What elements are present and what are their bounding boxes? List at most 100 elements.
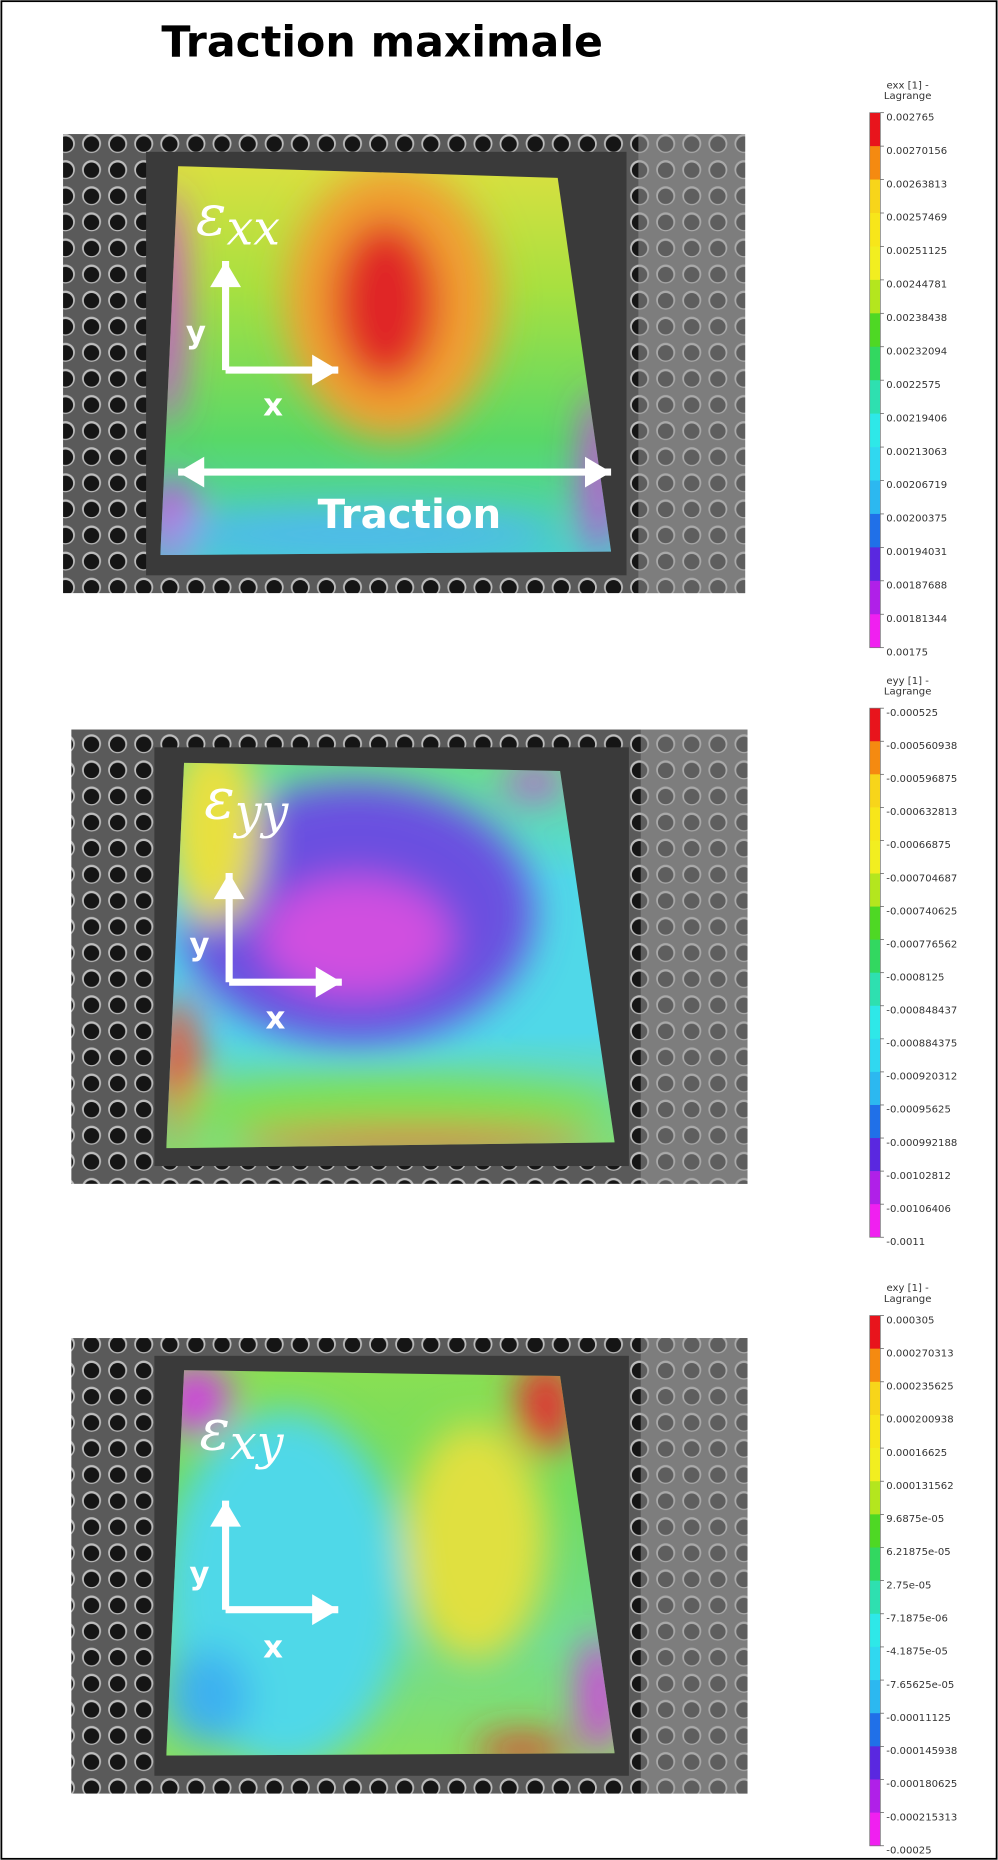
colorbar-tick-label: -0.000596875 — [886, 774, 957, 785]
field-blob — [504, 768, 564, 798]
axis-x-label: x — [265, 1001, 285, 1037]
colorbar-segment — [869, 179, 881, 214]
colorbar-segment — [869, 1779, 881, 1813]
colorbar-segment — [869, 1680, 881, 1714]
colorbar-tick-label: 0.00213063 — [886, 447, 947, 458]
field-blob — [261, 877, 451, 997]
colorbar-segment — [869, 807, 881, 841]
colorbar-segment — [869, 1138, 881, 1172]
colorbar-segment — [869, 380, 881, 414]
colorbar-tick-label: 0.00251125 — [886, 246, 947, 257]
colorbar-segment — [869, 1104, 881, 1139]
colorbar-segment — [869, 1613, 881, 1648]
axis-y-label: y — [186, 315, 206, 351]
colorbar-tick-label: -0.0011 — [886, 1237, 925, 1248]
strain-panel: εxx y x Traction exx [1] -Lagrange 0.002765 0.… — [63, 80, 947, 658]
colorbar-tick-label: 0.000200938 — [886, 1415, 953, 1426]
colorbar-tick-label: 6.21875e-05 — [886, 1547, 950, 1558]
colorbar-segment — [869, 1646, 881, 1681]
colorbar-tick-label: -0.000215313 — [886, 1812, 957, 1823]
colorbar-tick-label: -4.1875e-05 — [886, 1647, 948, 1658]
colorbar-tick-label: -0.000560938 — [886, 741, 957, 752]
colorbar-segment — [869, 1713, 881, 1747]
colorbar-tick-label: 2.75e-05 — [886, 1580, 931, 1591]
colorbar-tick-label: -0.00095625 — [886, 1105, 951, 1116]
arrow-head — [315, 966, 342, 998]
colorbar-segment — [869, 840, 881, 874]
colorbar-segment — [869, 480, 881, 515]
colorbar-segment — [869, 1348, 881, 1383]
symbol-subscript: xx — [226, 201, 280, 256]
colorbar-tick-label: 0.00194031 — [886, 547, 947, 558]
colorbar-tick-label: 9.6875e-05 — [886, 1514, 944, 1525]
colorbar-tick-label: -0.000992188 — [886, 1138, 957, 1149]
colorbar-tick-label: -0.000920312 — [886, 1072, 957, 1083]
colorbar-tick-label: 0.002765 — [886, 112, 934, 123]
field-blob — [160, 510, 558, 556]
colorbar-tick-label: -0.000776562 — [886, 939, 957, 950]
colorbar-tick-label: -0.000525 — [886, 708, 938, 719]
axis-x-label: x — [263, 387, 283, 423]
colorbar-segment — [869, 547, 881, 582]
colorbar-segment — [869, 741, 881, 775]
colorbar-tick-label: -7.65625e-05 — [886, 1680, 954, 1691]
strain-panel: εxy y x exy [1] -Lagrange 0.000305 0.00027031… — [71, 1283, 957, 1857]
colorbar-tick-label: -0.000848437 — [886, 1006, 957, 1017]
colorbar-segment — [869, 346, 881, 381]
colorbar-segment — [869, 972, 881, 1007]
colorbar-segment — [869, 1448, 881, 1482]
colorbar-tick-label: 0.00200375 — [886, 514, 947, 525]
colorbar-segment — [869, 413, 881, 448]
colorbar-segment — [869, 279, 881, 314]
symbol-subscript: xy — [230, 1416, 285, 1471]
arrow-head — [210, 1500, 241, 1527]
colorbar-tick-label: -0.000740625 — [886, 906, 957, 917]
colorbar-segment — [869, 774, 881, 808]
colorbar-tick-label: 0.00270156 — [886, 146, 947, 157]
colorbar-segment — [869, 1005, 881, 1040]
strain-symbol: εxx — [196, 183, 280, 256]
strain-symbol: εyy — [204, 766, 289, 839]
arrow-head — [585, 456, 612, 488]
colorbar-segment — [869, 1381, 881, 1416]
colorbar-tick-label: -0.00025 — [886, 1846, 931, 1857]
colorbar-segment — [869, 1547, 881, 1581]
arrow-head — [213, 873, 245, 900]
axis-y-label: y — [189, 927, 209, 963]
symbol-letter: ε — [204, 766, 235, 832]
field-blob — [166, 762, 262, 926]
colorbar-tick-label: 0.00181344 — [886, 614, 947, 625]
colorbar-segment — [869, 1171, 881, 1205]
field-blob — [474, 1735, 570, 1756]
load-annotation: Traction — [318, 491, 502, 538]
axis-x-label: x — [263, 1629, 283, 1665]
colorbar-tick-label: 0.00257469 — [886, 213, 947, 224]
colorbar-segment — [869, 708, 881, 742]
colorbar-tick-label: 0.00016625 — [886, 1448, 947, 1459]
grip-plate — [640, 729, 748, 1184]
field-blob — [166, 1648, 250, 1744]
colorbar-title: exy [1] - — [887, 1283, 930, 1294]
colorbar-segment — [869, 513, 881, 548]
field-blob — [332, 219, 440, 386]
colorbar-title: Lagrange — [884, 1294, 932, 1305]
colorbar-segment — [869, 447, 881, 481]
colorbar-segment — [869, 313, 881, 348]
colorbar-tick-label: -0.000632813 — [886, 807, 957, 818]
colorbar-tick-label: 0.00175 — [886, 647, 928, 658]
colorbar-segment — [869, 1812, 881, 1847]
symbol-subscript: yy — [233, 785, 290, 840]
symbol-letter: ε — [199, 1398, 230, 1464]
colorbar-tick-label: 0.00206719 — [886, 480, 947, 491]
colorbar-tick-label: 0.000270313 — [886, 1348, 953, 1359]
colorbar-title: Lagrange — [884, 687, 932, 698]
colorbar-tick-label: 0.00232094 — [886, 346, 947, 357]
colorbar-segment — [869, 1038, 881, 1073]
colorbar-title: eyy [1] - — [886, 676, 929, 687]
colorbar-segment — [869, 112, 881, 147]
colorbar-tick-label: 0.00187688 — [886, 581, 947, 592]
colorbar-title: Lagrange — [884, 91, 932, 102]
colorbar-segment — [869, 1315, 881, 1350]
